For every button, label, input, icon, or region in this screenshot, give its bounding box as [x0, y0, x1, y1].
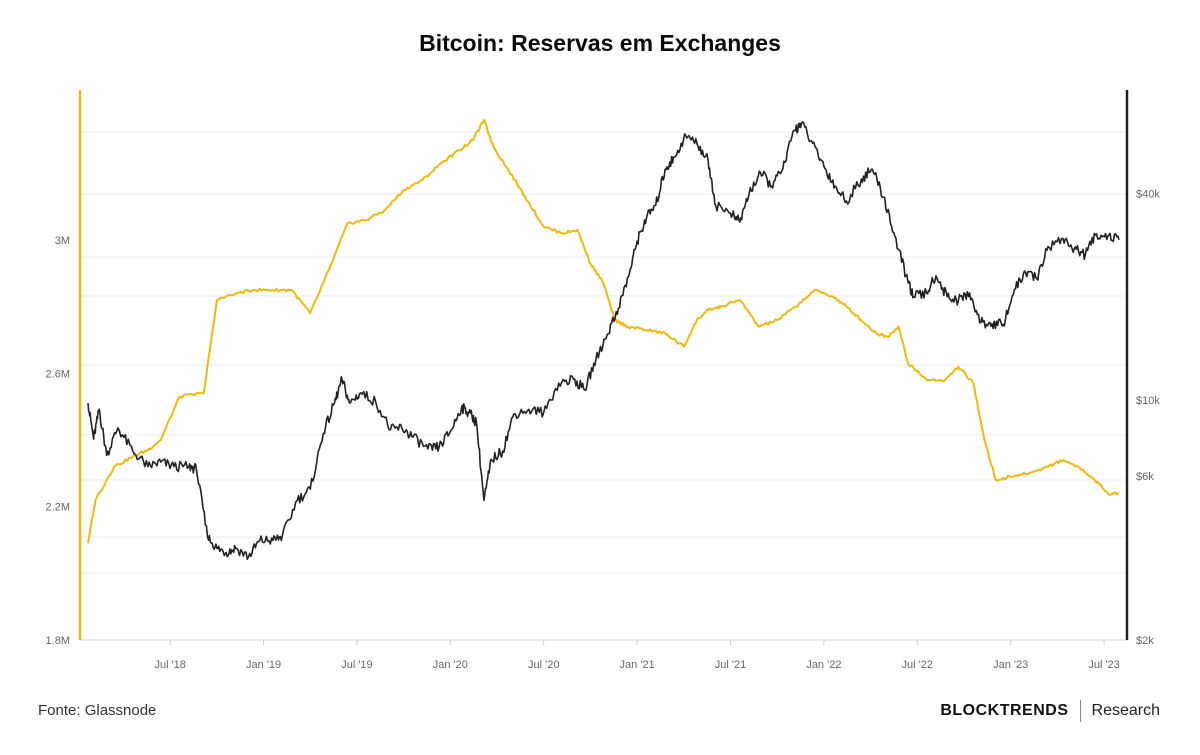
x-tick-label: Jan '20 — [433, 659, 468, 671]
x-tick-label: Jan '19 — [246, 659, 281, 671]
left-tick-label: 2.6M — [46, 368, 70, 380]
left-y-axis: 3M 2.6M 2.2M 1.8M — [46, 90, 82, 647]
x-tick-label: Jul '22 — [902, 659, 933, 671]
series-layer — [87, 119, 1120, 560]
right-tick-label: $10k — [1136, 395, 1160, 407]
chart-title: Bitcoin: Reservas em Exchanges — [419, 30, 781, 56]
brand: BLOCKTRENDS Research — [940, 700, 1160, 722]
left-tick-label: 2.2M — [46, 502, 70, 514]
x-tick-label: Jul '23 — [1088, 659, 1119, 671]
x-tick-label: Jan '21 — [620, 659, 655, 671]
right-tick-label: $6k — [1136, 471, 1154, 483]
x-tick-label: Jul '19 — [341, 659, 372, 671]
source-note: Fonte: Glassnode — [38, 702, 157, 719]
x-tick-label: Jan '22 — [806, 659, 841, 671]
x-tick-label: Jan '23 — [993, 659, 1028, 671]
right-tick-label: $2k — [1136, 635, 1154, 647]
right-tick-label: $40k — [1136, 188, 1160, 200]
gridlines — [80, 131, 1127, 641]
x-axis: Jul '18 Jan '19 Jul '19 Jan '20 Jul '20 Jan '… — [154, 640, 1120, 671]
left-tick-label: 3M — [55, 235, 70, 247]
exchange-reserves-line — [87, 119, 1120, 544]
btc-price-line — [87, 121, 1120, 560]
left-tick-label: 1.8M — [46, 635, 70, 647]
brand-subtitle: Research — [1091, 702, 1160, 719]
x-tick-label: Jul '18 — [154, 659, 185, 671]
right-y-axis: $40k $10k $6k $2k — [1125, 90, 1160, 647]
x-tick-label: Jul '21 — [715, 659, 746, 671]
x-tick-label: Jul '20 — [528, 659, 559, 671]
brand-logo: BLOCKTRENDS — [940, 702, 1069, 719]
brand-divider — [1079, 700, 1081, 722]
